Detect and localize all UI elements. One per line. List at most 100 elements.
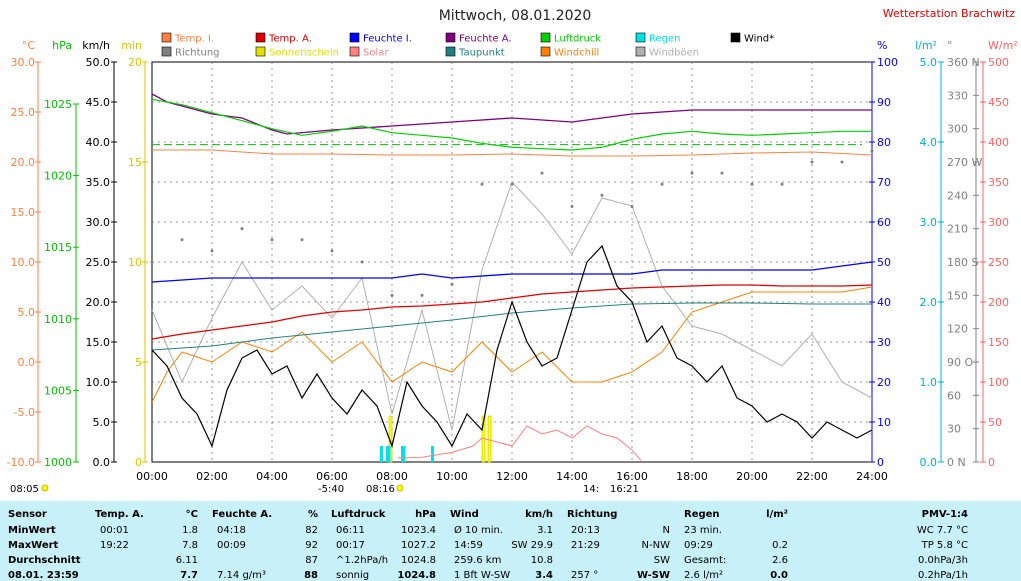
direction-point bbox=[360, 260, 364, 264]
stats-table: Sensor Temp. A. °C Feuchte A.% Luftdruck hPa W… bbox=[0, 501, 1021, 581]
legend-swatch bbox=[161, 46, 172, 57]
rain-value: 0.0 bbox=[770, 570, 788, 581]
direction-point bbox=[450, 282, 454, 286]
rain-bar bbox=[386, 446, 391, 462]
rain-tick-label: 2.0 bbox=[920, 296, 938, 309]
humidity-tick-label: 30 bbox=[877, 336, 891, 349]
header-wind: Wind bbox=[450, 509, 479, 520]
dir-time: 257 ° bbox=[571, 570, 599, 581]
legend-label: Sonnenschein bbox=[269, 48, 339, 59]
pressure-tick-label: 1010 bbox=[44, 313, 72, 326]
temp-value: 1.8 bbox=[182, 525, 198, 536]
wind-tick-label: 10.0 bbox=[86, 376, 111, 389]
sun-tick-label: 10 bbox=[128, 256, 142, 269]
series-luftdruck bbox=[151, 98, 872, 151]
solar-tick-label: 250 bbox=[988, 256, 1009, 269]
solar-tick-label: 50 bbox=[988, 416, 1002, 429]
direction-point bbox=[630, 204, 634, 208]
legend-label: Temp. A. bbox=[268, 34, 312, 45]
series-windb-en bbox=[151, 181, 873, 431]
hum-value: 82 bbox=[305, 525, 318, 536]
direction-point bbox=[810, 160, 814, 164]
sun-icon bbox=[41, 484, 49, 492]
pressure-tick-label: 1025 bbox=[44, 98, 72, 111]
temp-tick-label: 15.0 bbox=[11, 206, 36, 219]
legend-swatch bbox=[730, 32, 741, 43]
rain-time: Gesamt: bbox=[684, 555, 727, 566]
legend-label: Taupunkt bbox=[458, 48, 505, 59]
hum-time: 00:09 bbox=[217, 540, 246, 551]
pmv-value: 0.0hPa/3h bbox=[917, 555, 968, 566]
direction-tick-label: 0 N bbox=[947, 456, 966, 469]
temp-value: 7.8 bbox=[182, 540, 198, 551]
humidity-tick-label: 50 bbox=[877, 256, 891, 269]
header-press: Luftdruck bbox=[331, 509, 386, 520]
solar-tick-label: 200 bbox=[988, 296, 1009, 309]
hum-time: 7.14 g/m³ bbox=[217, 570, 266, 581]
legend-swatch bbox=[445, 32, 456, 43]
series-temp-a bbox=[151, 284, 873, 340]
solar-max-marker: 14: bbox=[583, 484, 599, 495]
direction-point bbox=[840, 160, 844, 164]
direction-tick-label: 30 bbox=[947, 423, 961, 436]
humidity-tick-label: 70 bbox=[877, 176, 891, 189]
wind-tick-label: 0.0 bbox=[93, 456, 111, 469]
direction-point bbox=[780, 182, 784, 186]
temp-tick-label: 5.0 bbox=[18, 306, 36, 319]
pressure-tick-label: 1015 bbox=[44, 241, 72, 254]
wind-value: SW 29.9 bbox=[511, 540, 553, 551]
legend: Temp. I. Temp. A. Feuchte I. Feuchte A. Luft… bbox=[161, 32, 774, 59]
wind-time: 14:59 bbox=[454, 540, 483, 551]
rain-bar bbox=[431, 446, 434, 462]
chart-svg: Mittwoch, 08.01.2020 Wetterstation Brach… bbox=[6, 7, 1018, 495]
legend-label: Feuchte I. bbox=[363, 34, 412, 45]
direction-tick-label: 120 bbox=[947, 323, 968, 336]
series-feuchte-i bbox=[151, 261, 873, 283]
pressure-tick-label: 1020 bbox=[44, 170, 72, 183]
sun-on-marker: 08:16 bbox=[366, 484, 395, 495]
rain-tick-label: 3.0 bbox=[920, 216, 938, 229]
wind-tick-label: 25.0 bbox=[86, 256, 111, 269]
rain-time: 09:29 bbox=[684, 540, 713, 551]
x-tick-label: 02:00 bbox=[196, 470, 228, 483]
rain-value: 2.6 bbox=[772, 555, 788, 566]
hum-value: 88 bbox=[304, 570, 318, 581]
direction-tick-label: 90 O bbox=[947, 356, 973, 369]
wind-tick-label: 40.0 bbox=[86, 136, 111, 149]
sun-icon bbox=[396, 484, 404, 492]
legend-swatch bbox=[445, 46, 456, 57]
pressure-tick-label: 1005 bbox=[44, 384, 72, 397]
legend-swatch bbox=[349, 46, 360, 57]
header-sensor: Sensor bbox=[8, 509, 47, 520]
hum-value: 87 bbox=[305, 555, 318, 566]
header-temp: Temp. A. bbox=[95, 509, 144, 520]
direction-tick-label: 330 bbox=[947, 89, 968, 102]
series-wind bbox=[151, 244, 873, 449]
header-rain-unit: l/m² bbox=[766, 509, 788, 520]
header-dir: Richtung bbox=[567, 509, 618, 520]
rain-unit: l/m² bbox=[915, 39, 937, 52]
direction-point bbox=[690, 171, 694, 175]
legend-label: Feuchte A. bbox=[459, 34, 512, 45]
x-tick-label: 18:00 bbox=[676, 470, 708, 483]
wind-time: 259.6 km bbox=[454, 555, 502, 566]
sun-tick-label: 20 bbox=[128, 56, 142, 69]
x-tick-label: 08:00 bbox=[376, 470, 408, 483]
direction-tick-label: 300 bbox=[947, 123, 968, 136]
press-time: sonnig bbox=[336, 570, 370, 581]
legend-label: Regen bbox=[649, 34, 681, 45]
temp-value: 7.7 bbox=[180, 570, 198, 581]
legend-swatch bbox=[255, 32, 266, 43]
humidity-tick-label: 90 bbox=[877, 96, 891, 109]
wind-value: 10.8 bbox=[530, 555, 553, 566]
direction-tick-label: 150 bbox=[947, 289, 968, 302]
temp-time: 19:22 bbox=[100, 540, 129, 551]
direction-tick-label: 210 bbox=[947, 223, 968, 236]
press-value: 1024.8 bbox=[397, 570, 436, 581]
rain-tick-label: 5.0 bbox=[920, 56, 938, 69]
humidity-tick-label: 0 bbox=[877, 456, 884, 469]
x-tick-label: 24:00 bbox=[856, 470, 888, 483]
header-pmv: PMV-1:4 bbox=[921, 509, 968, 520]
x-tick-label: 06:00 bbox=[316, 470, 348, 483]
